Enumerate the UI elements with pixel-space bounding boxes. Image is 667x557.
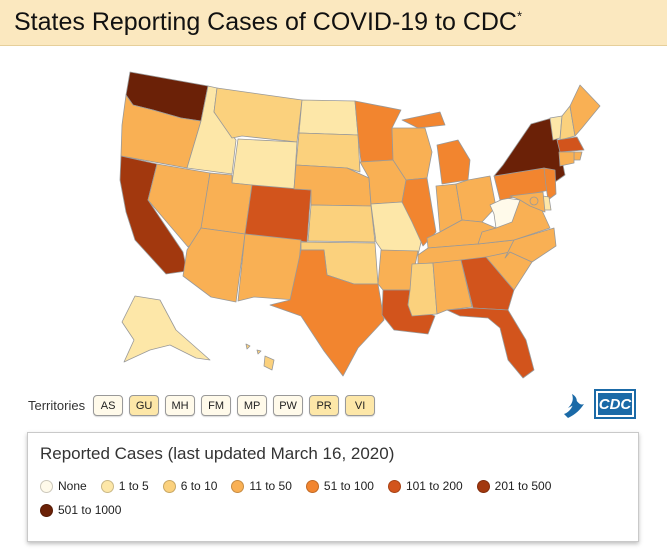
cdc-logo-text: CDC <box>594 389 636 419</box>
state-IL[interactable] <box>401 177 437 247</box>
state-HI[interactable] <box>245 343 275 371</box>
cdc-logo: CDC <box>560 388 636 420</box>
state-OH[interactable] <box>455 175 497 223</box>
legend-item: 1 to 5 <box>100 479 149 493</box>
legend-swatch <box>162 479 176 493</box>
legend-swatch <box>476 479 490 493</box>
legend-item: 501 to 1000 <box>40 503 121 517</box>
territory-vi-button[interactable]: VI <box>345 395 376 416</box>
state-NJ[interactable] <box>543 167 557 201</box>
state-CT[interactable] <box>558 151 575 167</box>
state-NM[interactable] <box>237 233 302 302</box>
state-TX[interactable] <box>269 249 385 377</box>
legend-swatch <box>40 479 53 493</box>
hhs-eagle-icon <box>564 394 584 418</box>
state-AK[interactable] <box>121 295 211 363</box>
state-RI[interactable] <box>573 151 583 161</box>
legend-item: 101 to 200 <box>387 479 463 493</box>
state-AL[interactable] <box>432 259 473 315</box>
state-FL[interactable] <box>446 307 535 379</box>
legend-swatch <box>100 479 114 493</box>
state-MD[interactable] <box>509 191 546 213</box>
state-KS[interactable] <box>307 204 376 243</box>
us-map <box>119 71 601 379</box>
legend-items: None 1 to 5 6 to 10 11 to 50 51 to 100 1… <box>40 479 620 517</box>
territory-as-button[interactable]: AS <box>93 395 124 416</box>
state-DC[interactable] <box>529 196 539 206</box>
legend-item: 201 to 500 <box>476 479 551 493</box>
legend-item: 6 to 10 <box>162 479 217 493</box>
page-title: States Reporting Cases of COVID-19 to CD… <box>14 8 523 36</box>
territory-mh-button[interactable]: MH <box>165 395 196 416</box>
state-MA[interactable] <box>556 136 585 153</box>
page-header: States Reporting Cases of COVID-19 to CD… <box>0 0 667 46</box>
legend-title: Reported Cases (last updated March 16, 2… <box>40 444 395 463</box>
state-CO[interactable] <box>244 184 312 243</box>
state-MS[interactable] <box>407 262 438 317</box>
territory-mp-button[interactable]: MP <box>237 395 268 416</box>
state-NY[interactable] <box>493 117 566 183</box>
territory-pr-button[interactable]: PR <box>309 395 340 416</box>
legend-item: 11 to 50 <box>231 479 292 493</box>
territories-row: Territories AS GU MH FM MP PW PR VI <box>28 395 376 416</box>
legend-item: None <box>40 479 87 493</box>
state-WY[interactable] <box>231 138 298 191</box>
territory-pw-button[interactable]: PW <box>273 395 304 416</box>
territory-gu-button[interactable]: GU <box>129 395 160 416</box>
legend-swatch <box>305 479 319 493</box>
territory-fm-button[interactable]: FM <box>201 395 232 416</box>
state-SD[interactable] <box>295 132 361 173</box>
state-GA[interactable] <box>460 256 515 311</box>
legend-swatch <box>387 479 401 493</box>
state-ME[interactable] <box>569 84 601 137</box>
legend-item: 51 to 100 <box>305 479 374 493</box>
state-ND[interactable] <box>298 99 359 136</box>
legend-panel: Reported Cases (last updated March 16, 2… <box>27 432 639 542</box>
legend-swatch <box>231 479 245 493</box>
legend-swatch <box>40 503 53 517</box>
territories-label: Territories <box>28 398 86 413</box>
